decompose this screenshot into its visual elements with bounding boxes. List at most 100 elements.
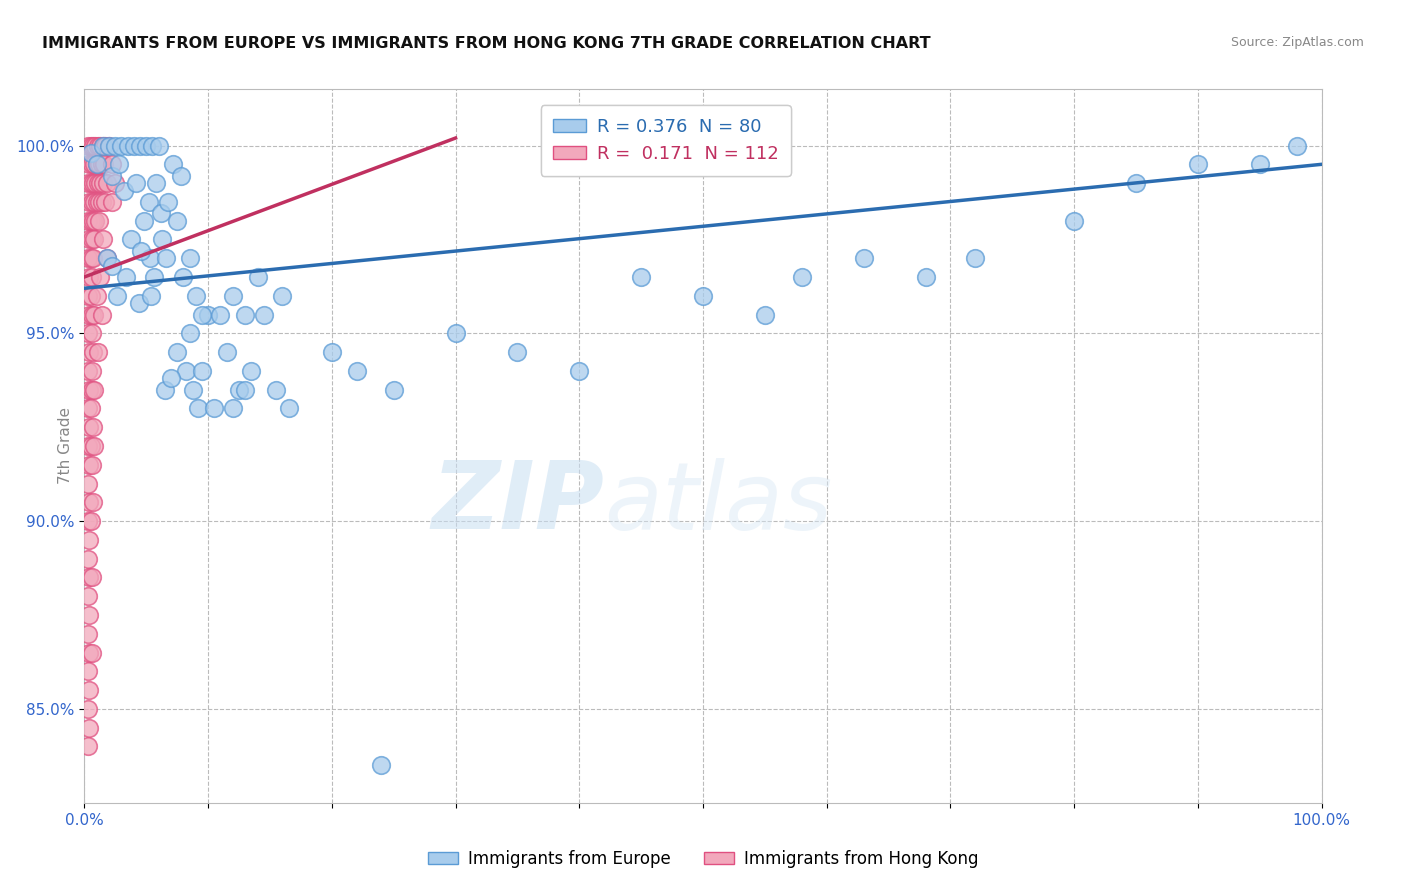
Point [91, 232, 114, 246]
Point [83, 308, 105, 322]
Point [233, 383, 256, 397]
Point [914, 270, 936, 285]
Legend: R = 0.376  N = 80, R =  0.171  N = 112: R = 0.376 N = 80, R = 0.171 N = 112 [541, 105, 792, 176]
Point [84, 213, 107, 227]
Point [141, 289, 163, 303]
Legend: Immigrants from Europe, Immigrants from Hong Kong: Immigrants from Europe, Immigrants from … [420, 844, 986, 875]
Point [98, 138, 121, 153]
Point [240, 364, 263, 378]
Point [128, 296, 150, 310]
Point [100, 157, 122, 171]
Point [79, 146, 101, 161]
Point [142, 270, 165, 285]
Point [129, 244, 152, 258]
Point [135, 138, 157, 153]
Point [89, 176, 111, 190]
Point [506, 345, 529, 359]
Point [965, 251, 987, 265]
Point [692, 289, 714, 303]
Point [100, 169, 122, 183]
Point [89, 157, 111, 171]
Point [630, 270, 652, 285]
Point [160, 371, 183, 385]
Point [104, 176, 127, 190]
Point [754, 308, 776, 322]
Point [89, 194, 111, 209]
Point [790, 270, 813, 285]
Point [77, 401, 100, 416]
Point [125, 176, 148, 190]
Point [77, 251, 100, 265]
Point [77, 176, 100, 190]
Point [166, 345, 188, 359]
Point [79, 401, 101, 416]
Point [253, 308, 276, 322]
Point [89, 138, 111, 153]
Point [86, 194, 108, 209]
Point [84, 176, 107, 190]
Point [179, 251, 201, 265]
Point [83, 157, 105, 171]
Text: Source: ZipAtlas.com: Source: ZipAtlas.com [1230, 36, 1364, 49]
Point [370, 758, 392, 772]
Point [80, 458, 103, 472]
Point [79, 533, 101, 547]
Point [80, 232, 103, 246]
Point [100, 194, 122, 209]
Point [321, 345, 343, 359]
Point [79, 721, 101, 735]
Point [568, 364, 591, 378]
Point [187, 401, 209, 416]
Point [79, 607, 101, 622]
Point [148, 138, 170, 153]
Point [108, 157, 131, 171]
Point [80, 364, 103, 378]
Point [82, 138, 104, 153]
Point [100, 259, 122, 273]
Point [191, 308, 214, 322]
Point [82, 251, 104, 265]
Point [94, 138, 117, 153]
Point [246, 270, 269, 285]
Point [228, 383, 250, 397]
Point [83, 439, 105, 453]
Point [77, 702, 100, 716]
Point [79, 420, 101, 434]
Point [150, 232, 173, 246]
Point [181, 383, 204, 397]
Point [79, 251, 101, 265]
Point [191, 364, 214, 378]
Point [197, 308, 219, 322]
Point [82, 176, 104, 190]
Point [264, 383, 287, 397]
Point [87, 138, 110, 153]
Point [77, 138, 100, 153]
Point [1125, 176, 1147, 190]
Point [80, 383, 103, 397]
Point [77, 476, 100, 491]
Point [150, 206, 173, 220]
Point [346, 364, 368, 378]
Point [184, 289, 207, 303]
Text: atlas: atlas [605, 458, 832, 549]
Point [80, 308, 103, 322]
Point [90, 194, 112, 209]
Point [96, 251, 118, 265]
Point [115, 270, 138, 285]
Y-axis label: 7th Grade: 7th Grade [58, 408, 73, 484]
Point [105, 289, 128, 303]
Point [83, 383, 105, 397]
Point [80, 157, 103, 171]
Point [277, 401, 299, 416]
Point [852, 251, 875, 265]
Point [86, 157, 108, 171]
Point [77, 439, 100, 453]
Point [79, 439, 101, 453]
Point [1187, 157, 1209, 171]
Point [84, 138, 107, 153]
Point [79, 194, 101, 209]
Text: ZIP: ZIP [432, 457, 605, 549]
Point [82, 213, 104, 227]
Point [80, 646, 103, 660]
Point [120, 232, 142, 246]
